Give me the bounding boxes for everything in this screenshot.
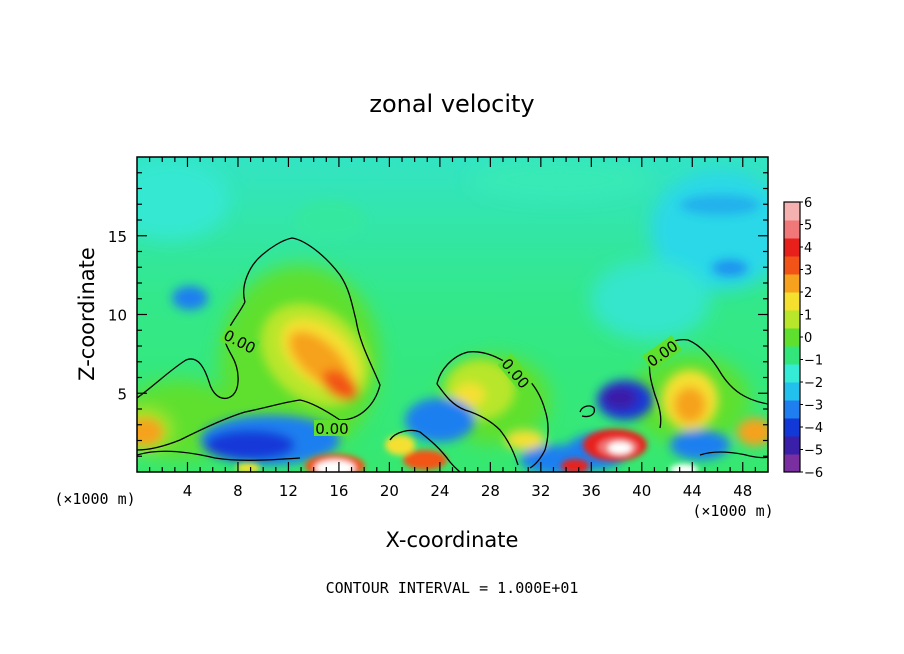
y-axis-label: Z-coordinate <box>75 247 99 381</box>
x-tick-label: 16 <box>329 482 348 500</box>
x-tick-label: 32 <box>531 482 550 500</box>
colorbar <box>783 201 801 473</box>
colorbar-swatch <box>784 202 800 221</box>
colorbar-swatch <box>784 364 800 383</box>
colorbar-tick-label: −6 <box>804 466 823 481</box>
colorbar-tick-label: −4 <box>804 421 823 436</box>
colorbar-swatch <box>784 454 800 473</box>
colorbar-swatch <box>784 400 800 419</box>
zero-contours <box>137 237 768 472</box>
colorbar-tick-label: −2 <box>804 376 823 391</box>
x-tick-label: 40 <box>632 482 651 500</box>
colorbar-swatch <box>784 418 800 437</box>
colorbar-swatch <box>784 328 800 347</box>
y-tick-label: 15 <box>108 228 127 246</box>
x-tick-label: 4 <box>183 482 193 500</box>
colorbar-tick-label: −3 <box>804 399 823 414</box>
colorbar-tick-label: 6 <box>804 196 812 211</box>
colorbar-tick-label: 5 <box>804 219 812 234</box>
colorbar-swatch <box>784 346 800 365</box>
x-axis: 4 8 12 16 20 24 28 32 36 40 44 48 <box>149 157 756 500</box>
y-axis: 5 10 15 <box>108 172 768 457</box>
colorbar-swatch <box>784 256 800 275</box>
colorbar-swatch <box>784 382 800 401</box>
colorbar-tick-label: 0 <box>804 331 812 346</box>
colorbar-swatch <box>784 238 800 257</box>
x-tick-label: 36 <box>582 482 601 500</box>
x-tick-label: 24 <box>430 482 449 500</box>
colorbar-tick-label: 3 <box>804 264 812 279</box>
chart-title: zonal velocity <box>369 90 534 118</box>
colorbar-swatch <box>784 220 800 239</box>
x-tick-label: 20 <box>380 482 399 500</box>
y-tick-label: 10 <box>108 307 127 325</box>
colorbar-swatch <box>784 292 800 311</box>
heatmap-field <box>137 157 768 472</box>
x-tick-label: 44 <box>683 482 702 500</box>
x-tick-label: 8 <box>233 482 243 500</box>
colorbar-tick-label: −5 <box>804 444 823 459</box>
x-unit-right: (×1000 m) <box>692 502 773 520</box>
x-unit-left: (×1000 m) <box>54 490 135 508</box>
colorbar-swatch <box>784 310 800 329</box>
contour-interval-note: CONTOUR INTERVAL = 1.000E+01 <box>326 579 579 597</box>
y-tick-label: 5 <box>117 385 127 403</box>
colorbar-tick-label: −1 <box>804 354 823 369</box>
colorbar-tick-label: 1 <box>804 309 812 324</box>
x-tick-label: 12 <box>279 482 298 500</box>
contour-label: 0.00 <box>315 420 348 438</box>
colorbar-ticks: 6 5 4 3 2 1 0 −1 −2 −3 −4 −5 −6 <box>800 196 823 481</box>
colorbar-swatch <box>784 274 800 293</box>
x-tick-label: 28 <box>481 482 500 500</box>
colorbar-swatch <box>784 436 800 455</box>
x-tick-label: 48 <box>733 482 752 500</box>
colorbar-tick-label: 2 <box>804 286 812 301</box>
colorbar-tick-label: 4 <box>804 241 812 256</box>
x-axis-label: X-coordinate <box>386 528 519 552</box>
